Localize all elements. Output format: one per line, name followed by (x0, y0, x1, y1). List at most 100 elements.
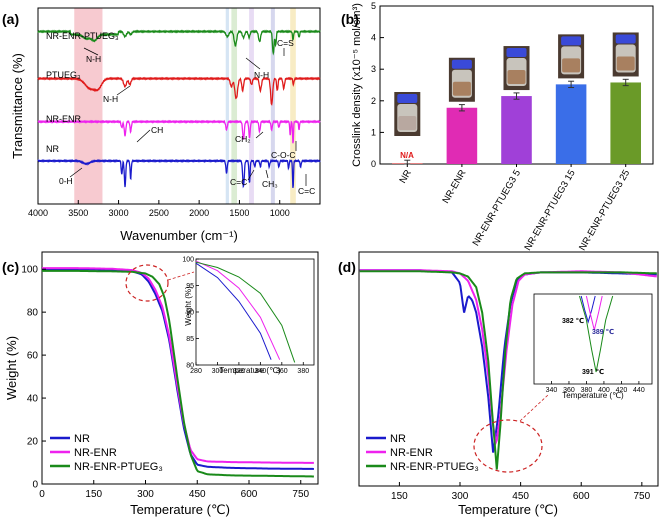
d-inset-line-0 (580, 295, 596, 324)
c-legend-nr-enr: NR-ENR (74, 447, 117, 459)
a-series-line-1 (37, 76, 321, 106)
c-ytick-label: 40 (27, 394, 39, 405)
c-xtick-label: 750 (292, 489, 309, 500)
c-inset-ytick-label: 100 (182, 257, 194, 264)
c-ytick-label: 100 (21, 265, 38, 276)
a-xtick-label: 3500 (68, 208, 88, 218)
a-xtick-label: 2000 (189, 208, 209, 218)
d-inset-xlabel: Temperature (℃) (562, 391, 624, 400)
panel-a-xlabel: Wavenumber (cm⁻¹) (120, 228, 238, 243)
b-ytick-label: 0 (371, 159, 376, 169)
panel-d-frame (358, 251, 659, 487)
d-inset-xtick-label: 360 (563, 387, 575, 394)
b-ytick-label: 1 (371, 127, 376, 137)
a-series-line-0 (37, 29, 321, 56)
c-inset-xtick-label: 300 (212, 368, 224, 375)
d-peak-391: 391 ℃ (582, 368, 604, 376)
panel-d-label: (d) (338, 259, 356, 275)
a-series-line-2 (37, 119, 321, 144)
a-series-label-nr-enr-ptueg3: NR-ENR-PTUEG₃ (46, 31, 119, 41)
panel-b: (b) NR NR-ENR NR-ENR-PTUEG3 5 NR-ENR-PTUEG3… (341, 1, 654, 253)
panel-c-label: (c) (2, 259, 19, 275)
a-band-0 (74, 8, 103, 204)
a-band-3 (249, 8, 254, 204)
d-xtick-label: 750 (633, 491, 650, 502)
d-inset-xtick-label: 420 (616, 387, 628, 394)
c-series-line-2 (42, 269, 314, 478)
a-series-label-nr: NR (46, 144, 59, 154)
c-inset-xtick-label: 340 (255, 368, 267, 375)
a-annot-cs: C=S (277, 38, 294, 48)
panel-c: (c) 0 150 300 450 600 750 0 20 40 60 80 100 Tempera… (2, 251, 319, 517)
a-series-label-nr-enr: NR-ENR (46, 114, 81, 124)
b-na-label: N/A (400, 151, 414, 160)
panel-c-ylabel: Weight (%) (4, 336, 19, 400)
b-ytick-label: 5 (371, 1, 376, 11)
c-legend: NR NR-ENR NR-ENR-PTUEG₃ (50, 433, 163, 473)
a-band-4 (270, 8, 275, 204)
d-inset-xtick-label: 400 (598, 387, 610, 394)
c-inset-xtick-label: 280 (190, 368, 202, 375)
a-xtick-label: 2500 (149, 208, 169, 218)
c-ytick-label: 0 (32, 480, 38, 491)
b-sample-jar-icon (448, 57, 475, 102)
b-bar (446, 107, 478, 164)
a-annot-ch3: CH₃ (262, 179, 278, 189)
c-xtick-label: 450 (189, 489, 206, 500)
a-band-1 (225, 8, 229, 204)
c-inset-line-0 (195, 262, 272, 360)
a-xtick-label: 1500 (229, 208, 249, 218)
d-xtick-label: 150 (391, 491, 408, 502)
panel-a: (a) 4000 3500 3000 2500 2000 1500 1000 Wavenum… (2, 7, 321, 243)
a-xtick-label: 1000 (270, 208, 290, 218)
c-inset-ylabel: Weight (%) (184, 286, 193, 326)
a-band-5 (290, 8, 296, 204)
c-inset-xtick-label: 320 (233, 368, 245, 375)
c-xtick-label: 150 (85, 489, 102, 500)
b-ytick-label: 2 (371, 96, 376, 106)
c-series-line-1 (42, 267, 314, 464)
b-category-label: NR-ENR-PTUEG3 25 (577, 168, 632, 253)
a-annot-cc-2: C=C (298, 186, 315, 196)
a-annot-nh-1: N-H (86, 54, 101, 64)
d-inset-line-2 (579, 295, 614, 373)
b-bar (555, 84, 587, 164)
panel-d-xlabel: Temperature (℃) (458, 502, 558, 517)
c-xtick-label: 600 (241, 489, 258, 500)
d-inset-frame (533, 293, 653, 385)
d-series-line-2 (359, 270, 657, 470)
c-inset-xtick-label: 380 (297, 368, 309, 375)
d-xtick-label: 450 (512, 491, 529, 502)
d-peak-389: 389 ℃ (592, 328, 614, 336)
a-annot-ch: CH (151, 125, 163, 135)
panel-a-ylabel: Transmittance (%) (10, 53, 25, 159)
a-series-line-3 (37, 158, 321, 189)
c-inset-line-1 (195, 260, 281, 360)
panel-b-label: (b) (341, 11, 359, 27)
a-annot-nh-3: N-H (254, 70, 269, 80)
panel-d: (d) 150 300 450 600 750 Temperature (℃) 340 3… (338, 251, 659, 517)
panel-a-label: (a) (2, 11, 19, 27)
a-annot-ch2: CH₂ (235, 134, 251, 144)
a-xtick-label: 4000 (28, 208, 48, 218)
b-category-label: NR-ENR-PTUEG3 5 (471, 168, 524, 248)
d-highlight-circle (473, 419, 543, 473)
c-legend-nr-enr-ptueg3: NR-ENR-PTUEG₃ (74, 461, 163, 473)
c-ytick-label: 20 (27, 437, 39, 448)
b-bar (501, 96, 532, 164)
a-series-label-ptueg3: PTUEG₃ (46, 70, 81, 80)
b-sample-jar-icon (612, 32, 639, 77)
c-xtick-label: 300 (137, 489, 154, 500)
b-bar (610, 82, 641, 164)
a-xtick-label: 3000 (109, 208, 129, 218)
a-annot-nh-2: N-H (103, 94, 118, 104)
d-inset-line-1 (585, 295, 603, 331)
d-xtick-label: 600 (573, 491, 590, 502)
panel-c-xlabel: Temperature (℃) (130, 502, 230, 517)
c-ytick-label: 80 (27, 308, 39, 319)
c-inset-ytick-label: 80 (186, 363, 194, 370)
c-highlight-circle (125, 264, 169, 302)
a-annot-coc: C-O-C (271, 150, 296, 160)
d-legend-nr-enr-ptueg3: NR-ENR-PTUEG₃ (390, 461, 479, 473)
